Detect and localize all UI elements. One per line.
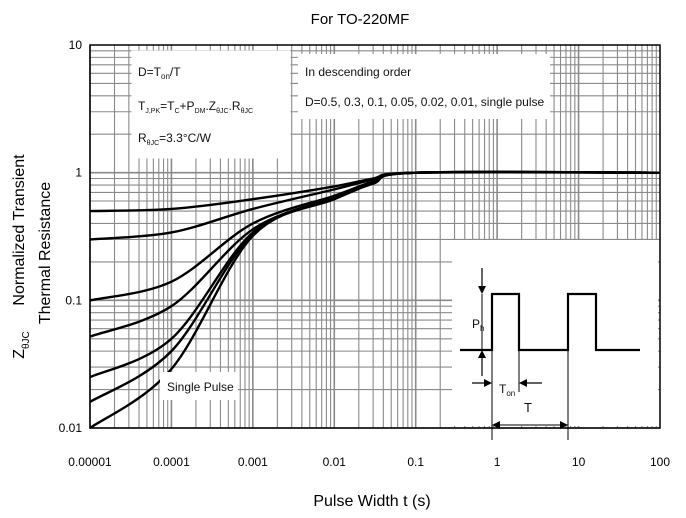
pulse-waveform xyxy=(460,292,640,352)
duty-definition: D=Ton/T xyxy=(138,65,181,81)
x-tick-label: 0.1 xyxy=(407,455,424,469)
order-box-line2: D=0.5, 0.3, 0.1, 0.05, 0.02, 0.01, singl… xyxy=(305,95,544,109)
t-label: T xyxy=(524,400,532,415)
y-axis-label-sub: θJC xyxy=(21,331,32,349)
y-axis-label: ZθJC Normalized Transient Thermal Resist… xyxy=(11,154,54,359)
plot-frame xyxy=(89,44,661,429)
y-axis-ticks: 0.01 0.1 1 10 xyxy=(59,38,83,435)
x-tick-label: 0.001 xyxy=(238,455,268,469)
ton-arrowhead-right xyxy=(519,379,527,387)
x-tick-label: 0.00001 xyxy=(68,455,112,469)
ph-arrowhead-top xyxy=(478,286,486,294)
t-arrowhead-left xyxy=(492,421,500,429)
x-tick-label: 0.0001 xyxy=(153,455,190,469)
chart-title: For TO-220MF xyxy=(311,11,410,28)
y-tick-label: 0.01 xyxy=(59,421,83,435)
pulse-diagram: Ph Ton T xyxy=(452,240,658,440)
order-box: In descending order D=0.5, 0.3, 0.1, 0.0… xyxy=(298,54,550,119)
svg-text:ZθJC: ZθJC xyxy=(11,331,32,359)
formula-box: D=Ton/T TJ,PK=TC+PDM.ZθJC.RθJC RθJC=3.3°… xyxy=(131,50,291,159)
ton-arrowhead-left xyxy=(484,379,492,387)
order-box-line1: In descending order xyxy=(305,65,411,79)
y-tick-label: 0.1 xyxy=(65,293,82,307)
formula-box-bg xyxy=(131,50,291,159)
y-tick-label: 10 xyxy=(69,38,83,52)
x-axis-label: Pulse Width t (s) xyxy=(313,493,430,510)
pulse-diagram-bg xyxy=(452,240,658,426)
order-box-bg xyxy=(298,54,550,119)
single-pulse-label-group: Single Pulse xyxy=(160,372,238,400)
x-tick-label: 10 xyxy=(572,455,586,469)
single-pulse-label-bg xyxy=(160,372,238,400)
y-axis-label-line2: Thermal Resistance xyxy=(37,182,54,324)
series-line-d-0 xyxy=(89,170,661,429)
x-tick-label: 100 xyxy=(650,455,670,469)
x-axis-ticks: 0.00001 0.0001 0.001 0.01 0.1 1 10 100 xyxy=(68,455,670,469)
x-tick-label: 0.01 xyxy=(323,455,347,469)
y-tick-label: 1 xyxy=(75,166,82,180)
series-layer xyxy=(89,170,661,429)
t-arrowhead-right xyxy=(560,421,568,429)
single-pulse-label: Single Pulse xyxy=(167,380,234,394)
y-axis-label-line1: Normalized Transient xyxy=(11,154,28,306)
x-tick-label: 1 xyxy=(494,455,501,469)
y-axis-label-z: Z xyxy=(11,349,28,359)
ph-arrowhead-bottom xyxy=(478,350,486,358)
